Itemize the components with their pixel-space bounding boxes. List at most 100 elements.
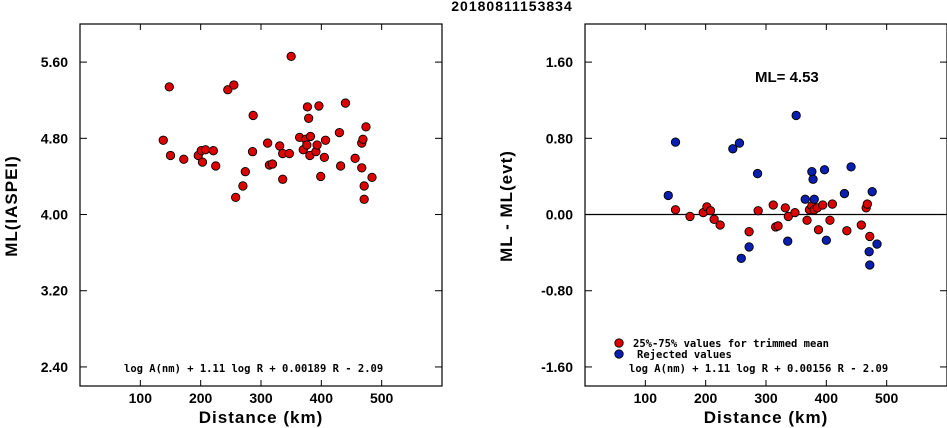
left-point-accepted <box>248 110 258 121</box>
right-point-rejected <box>865 260 875 270</box>
left-y-tick-label: 3.20 <box>41 283 68 299</box>
left-point-accepted <box>275 141 285 151</box>
right-x-tick-label: 400 <box>815 390 839 406</box>
right-point-accepted <box>744 227 754 237</box>
right-point-accepted <box>865 231 875 242</box>
left-point-accepted <box>302 102 313 112</box>
left-point-accepted <box>267 159 278 169</box>
left-x-tick-label: 400 <box>310 390 334 406</box>
figure-title: 20180811153834 <box>451 0 572 14</box>
legend-label-rejected: Rejected values <box>637 349 732 361</box>
right-point-rejected <box>819 165 830 175</box>
left-y-tick-label: 4.80 <box>41 130 68 146</box>
left-point-accepted <box>359 194 369 204</box>
right-point-rejected <box>783 236 793 246</box>
right-point-rejected <box>670 137 681 147</box>
left-point-accepted <box>247 147 258 157</box>
left-point-accepted <box>314 101 324 111</box>
left-point-accepted <box>158 135 168 145</box>
left-x-tick-label: 300 <box>249 390 273 406</box>
left-point-accepted <box>319 152 329 163</box>
right-point-accepted <box>802 215 812 225</box>
right-point-accepted <box>813 225 824 235</box>
left-point-accepted <box>316 171 326 182</box>
left-formula: log A(nm) + 1.11 log R + 0.00189 R - 2.0… <box>124 363 383 375</box>
right-point-accepted <box>768 200 778 210</box>
right-x-tick-label: 200 <box>694 390 718 406</box>
right-ticks: 100 200 300 400 500 -1.60 -0.80 0.00 0.80 1.60 <box>541 24 947 406</box>
left-points <box>158 51 377 204</box>
left-point-accepted <box>262 138 273 148</box>
right-point-accepted <box>685 211 695 222</box>
left-point-accepted <box>302 140 312 150</box>
right-point-accepted <box>790 207 800 218</box>
left-point-accepted <box>358 134 368 144</box>
right-point-rejected <box>744 242 754 252</box>
left-x-tick-label: 200 <box>189 390 213 406</box>
legend: 25%-75% values for trimmed mean Rejected… <box>614 338 829 361</box>
right-point-rejected <box>864 247 874 257</box>
right-point-accepted <box>773 221 783 231</box>
right-x-axis-title: Distance (km) <box>704 408 828 427</box>
left-point-accepted <box>359 181 369 191</box>
right-point-rejected <box>839 188 850 199</box>
left-point-accepted <box>312 140 322 150</box>
right-ylabel-group: ML - ML(evt) <box>497 150 516 262</box>
left-point-accepted <box>320 135 331 145</box>
right-panel: ML - ML(evt) Distance (km) ML= 4.53 25%-… <box>497 23 947 427</box>
left-point-accepted <box>305 131 316 142</box>
right-y-tick-label: 0.80 <box>546 130 573 146</box>
left-ticks: 100 200 300 400 500 2.40 3.20 4.00 4.80 5.60 <box>41 24 442 406</box>
right-point-accepted <box>705 206 716 216</box>
right-points <box>663 110 882 270</box>
right-point-rejected <box>736 253 746 263</box>
right-x-tick-label: 500 <box>875 390 899 406</box>
left-point-accepted <box>164 82 174 92</box>
left-point-accepted <box>200 145 211 155</box>
left-x-tick-label: 500 <box>370 390 394 406</box>
right-point-rejected <box>663 190 673 201</box>
right-y-tick-label: -0.80 <box>541 283 573 299</box>
right-y-tick-label: 1.60 <box>546 54 573 70</box>
right-point-accepted <box>827 199 838 209</box>
left-point-accepted <box>304 113 314 123</box>
left-point-accepted <box>229 80 239 90</box>
right-point-rejected <box>821 235 831 245</box>
left-point-accepted <box>357 163 367 173</box>
left-y-axis-title: ML(IASPEI) <box>2 155 21 257</box>
right-point-rejected <box>872 239 882 249</box>
left-point-accepted <box>367 172 377 183</box>
left-point-accepted <box>197 157 208 167</box>
right-y-tick-label: 0.00 <box>546 207 573 223</box>
right-point-rejected <box>728 144 738 154</box>
left-point-accepted <box>335 161 346 171</box>
legend-marker-accepted <box>614 338 624 348</box>
right-point-accepted <box>842 226 852 236</box>
right-x-tick-label: 300 <box>754 390 778 406</box>
left-point-accepted <box>361 122 371 132</box>
left-x-axis-title: Distance (km) <box>199 408 323 427</box>
right-point-rejected <box>809 194 819 204</box>
left-point-accepted <box>208 146 218 156</box>
legend-label-accepted: 25%-75% values for trimmed mean <box>633 338 829 350</box>
left-point-accepted <box>211 161 221 171</box>
left-ylabel-group: ML(IASPEI) <box>2 155 21 257</box>
left-y-tick-label: 4.00 <box>41 207 68 223</box>
right-point-accepted <box>818 200 828 210</box>
right-y-tick-label: -1.60 <box>541 359 573 375</box>
right-point-accepted <box>753 206 763 216</box>
left-point-accepted <box>179 154 189 164</box>
right-point-accepted <box>862 199 873 209</box>
right-point-rejected <box>867 187 877 197</box>
right-point-rejected <box>846 162 856 172</box>
left-x-tick-label: 100 <box>129 390 153 406</box>
left-point-accepted <box>286 51 296 62</box>
left-point-accepted <box>238 181 248 191</box>
left-point-accepted <box>223 85 233 95</box>
right-point-accepted <box>856 220 866 230</box>
right-y-axis-title: ML - ML(evt) <box>497 150 516 262</box>
right-point-rejected <box>791 110 801 121</box>
ml-value-label: ML= 4.53 <box>755 69 819 86</box>
left-point-accepted <box>334 127 345 138</box>
